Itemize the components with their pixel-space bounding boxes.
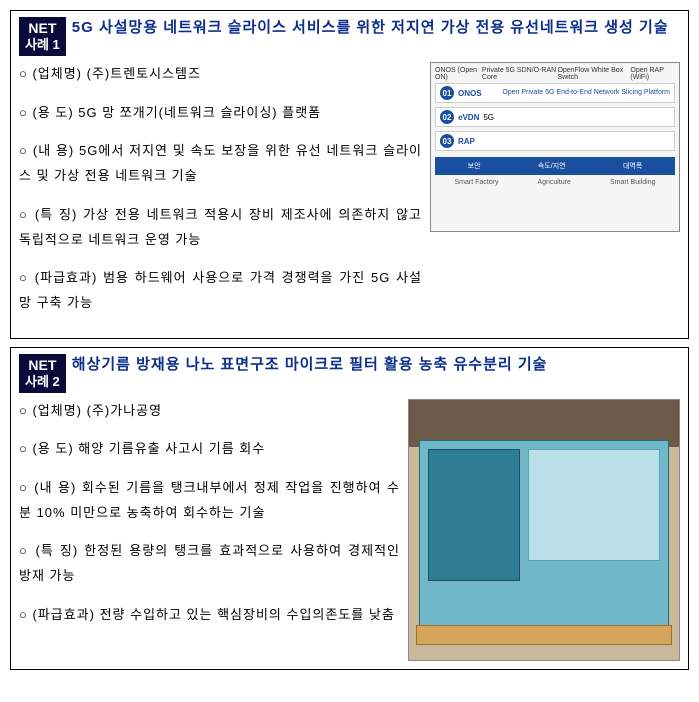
case-1-body: (업체명) (주)트렌토시스템즈 (용 도) 5G 망 쪼개기(네트워크 슬라이… [19, 62, 680, 330]
case-1-badge: NET 사례 1 [19, 17, 66, 56]
diagram-top-labels: ONOS (Open ON) Private 5G SDN/O-RAN Core… [435, 67, 675, 81]
bullet: (파급효과) 범용 하드웨어 사용으로 가격 경쟁력을 가진 5G 사설망 구축… [19, 266, 422, 315]
diagram-icon-label: Smart Factory [455, 179, 499, 186]
diagram-row-2: 02 eVDN 5G [435, 107, 675, 127]
machine-tank [428, 449, 520, 581]
case-1-bullets: (업체명) (주)트렌토시스템즈 (용 도) 5G 망 쪼개기(네트워크 슬라이… [19, 62, 422, 330]
case-2-body: (업체명) (주)가나공영 (용 도) 해양 기름유출 사고시 기름 회수 (내… [19, 399, 680, 661]
case-2-title: 해상기름 방재용 나노 표면구조 마이크로 필터 활용 농축 유수분리 기술 [72, 354, 548, 377]
case-2-header: NET 사례 2 해상기름 방재용 나노 표면구조 마이크로 필터 활용 농축 … [19, 354, 680, 393]
bullet: (내 용) 5G에서 저지연 및 속도 보장을 위한 유선 네트워크 슬라이스 … [19, 139, 422, 188]
diagram-bottom-label: 보안 [468, 161, 481, 171]
case-2-bullets: (업체명) (주)가나공영 (용 도) 해양 기름유출 사고시 기름 회수 (내… [19, 399, 400, 661]
diagram-icon-label: Smart Building [610, 179, 656, 186]
case-1-diagram: ONOS (Open ON) Private 5G SDN/O-RAN Core… [430, 62, 680, 232]
diagram-bottom-label: 속도/지연 [538, 161, 566, 171]
bullet: (용 도) 해양 기름유출 사고시 기름 회수 [19, 437, 400, 462]
diagram-bottom: 보안 속도/지연 대역폭 [435, 157, 675, 175]
diagram-top-label: ONOS (Open ON) [435, 67, 482, 81]
badge-line1: NET [25, 19, 60, 37]
case-2-badge: NET 사례 2 [19, 354, 66, 393]
diagram-icons: Smart Factory Agriculture Smart Building [435, 179, 675, 186]
case-2-photo [408, 399, 680, 661]
bullet: (업체명) (주)가나공영 [19, 399, 400, 424]
machine-box [528, 449, 660, 561]
machine-illustration [419, 440, 669, 640]
machine-pallet [416, 625, 672, 645]
diagram-label: ONOS [458, 89, 482, 98]
diagram-icon-label: Agriculture [537, 179, 570, 186]
diagram-label: eVDN [458, 113, 479, 122]
diagram-side-title: Open Private 5G End-to-End Network Slici… [502, 89, 670, 97]
case-1-title: 5G 사설망용 네트워크 슬라이스 서비스를 위한 저지연 가상 전용 유선네트… [72, 17, 669, 40]
diagram-row-3: 03 RAP [435, 131, 675, 151]
diagram-num: 03 [440, 134, 454, 148]
badge-line1: NET [25, 356, 60, 374]
diagram-top-label: Open RAP (WiFi) [630, 67, 675, 81]
case-1: NET 사례 1 5G 사설망용 네트워크 슬라이스 서비스를 위한 저지연 가… [10, 10, 689, 339]
bullet: (업체명) (주)트렌토시스템즈 [19, 62, 422, 87]
bullet: (특 징) 한정된 용량의 탱크를 효과적으로 사용하여 경제적인 방재 가능 [19, 539, 400, 588]
diagram-bottom-label: 대역폭 [623, 161, 642, 171]
badge-line2: 사례 2 [25, 374, 60, 391]
bullet: (특 징) 가상 전용 네트워크 적용시 장비 제조사에 의존하지 않고 독립적… [19, 203, 422, 252]
diagram-top-label: Private 5G SDN/O-RAN Core [482, 67, 558, 81]
bullet: (용 도) 5G 망 쪼개기(네트워크 슬라이싱) 플랫폼 [19, 101, 422, 126]
bullet: (내 용) 회수된 기름을 탱크내부에서 정제 작업을 진행하여 수분 10% … [19, 476, 400, 525]
badge-line2: 사례 1 [25, 37, 60, 54]
case-2: NET 사례 2 해상기름 방재용 나노 표면구조 마이크로 필터 활용 농축 … [10, 347, 689, 670]
case-1-header: NET 사례 1 5G 사설망용 네트워크 슬라이스 서비스를 위한 저지연 가… [19, 17, 680, 56]
diagram-num: 02 [440, 110, 454, 124]
bullet: (파급효과) 전량 수입하고 있는 핵심장비의 수입의존도를 낮춤 [19, 603, 400, 628]
diagram-row-1: 01 ONOS Open Private 5G End-to-End Netwo… [435, 83, 675, 103]
diagram-top-label: OpenFlow White Box Switch [557, 67, 630, 81]
diagram-desc: 5G [483, 113, 494, 122]
diagram-num: 01 [440, 86, 454, 100]
diagram-label: RAP [458, 137, 475, 146]
